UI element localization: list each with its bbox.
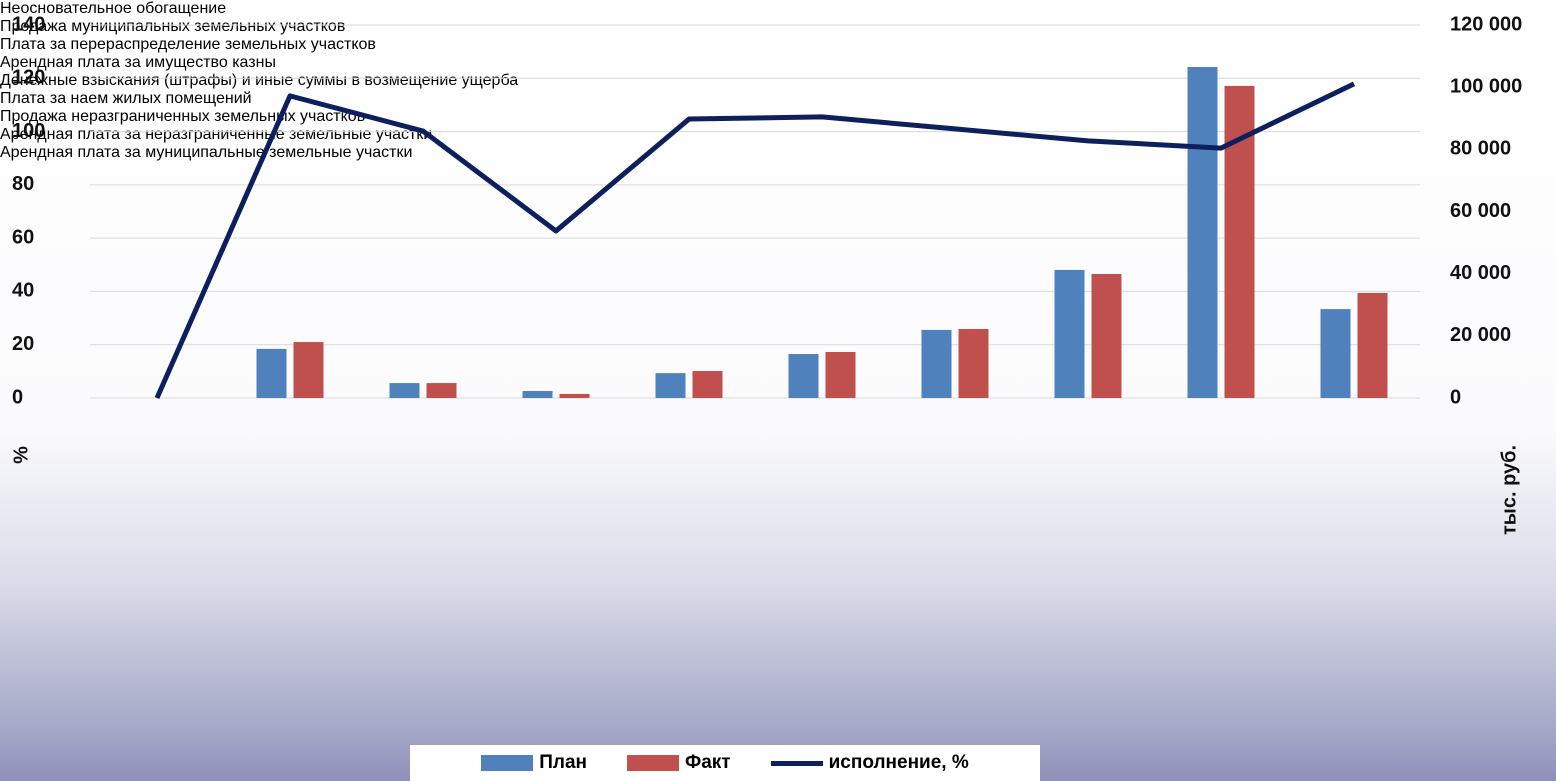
y2-tick-label: 80 000 xyxy=(1450,138,1511,160)
y-tick-label: 20 xyxy=(12,333,34,355)
x-tick-label: Плата за наем жилых помещений xyxy=(0,90,252,107)
y-tick-label: 140 xyxy=(12,13,45,35)
legend-label: исполнение, % xyxy=(828,752,969,773)
y-tick-label: 100 xyxy=(12,120,45,142)
bar xyxy=(256,348,287,398)
x-tick-label: Продажа неразграниченных земельных участ… xyxy=(0,108,366,125)
bar xyxy=(1091,273,1122,398)
bar xyxy=(293,342,324,398)
y-tick-label: 60 xyxy=(12,226,34,248)
y2-tick-label: 120 000 xyxy=(1450,13,1522,35)
bar xyxy=(1320,309,1351,398)
x-tick-label: Арендная плата за неразграниченные земел… xyxy=(0,126,433,143)
x-tick-label: Неосновательное обогащение xyxy=(0,0,227,17)
x-tick-label: Продажа муниципальных земельных участков xyxy=(0,18,346,35)
bar xyxy=(522,391,553,398)
legend-item: Факт xyxy=(627,752,731,774)
legend-item: исполнение, % xyxy=(770,752,969,774)
y2-tick-label: 100 000 xyxy=(1450,75,1522,97)
legend-item: План xyxy=(481,752,587,774)
x-tick-label: Арендная плата за муниципальные земельны… xyxy=(0,144,413,161)
legend-swatch xyxy=(627,755,679,771)
bar xyxy=(1187,66,1218,399)
y2-tick-label: 20 000 xyxy=(1450,324,1511,346)
y-tick-label: 80 xyxy=(12,173,34,195)
bar xyxy=(1357,292,1388,398)
y2-tick-label: 60 000 xyxy=(1450,200,1511,222)
bar xyxy=(825,351,856,398)
x-tick-label: Денежные взыскания (штрафы) и иные суммы… xyxy=(0,72,519,89)
bar xyxy=(559,393,590,398)
y2-tick-label: 0 xyxy=(1450,386,1461,408)
y-tick-label: 0 xyxy=(12,386,23,408)
x-tick-label: Плата за перераспределение земельных уча… xyxy=(0,36,376,53)
y-tick-label: 40 xyxy=(12,280,34,302)
bar xyxy=(655,373,686,398)
bar xyxy=(389,383,420,398)
bar xyxy=(426,383,457,398)
bar xyxy=(958,328,989,398)
legend: План Факт исполнение, % xyxy=(410,745,1040,781)
line xyxy=(154,81,1356,400)
legend-label: Факт xyxy=(685,752,731,773)
legend-line xyxy=(770,760,823,766)
bar xyxy=(692,370,723,398)
y2-axis-title: тыс. руб. xyxy=(1498,445,1520,535)
bar xyxy=(788,354,819,398)
y-axis-title: % xyxy=(10,446,32,464)
bar xyxy=(921,329,952,398)
legend-swatch xyxy=(481,755,534,771)
bar xyxy=(1054,269,1085,398)
y-tick-label: 120 xyxy=(12,67,45,89)
y2-tick-label: 40 000 xyxy=(1450,262,1511,284)
legend-label: План xyxy=(539,752,587,773)
x-tick-label: Арендная плата за имущество казны xyxy=(0,54,276,71)
